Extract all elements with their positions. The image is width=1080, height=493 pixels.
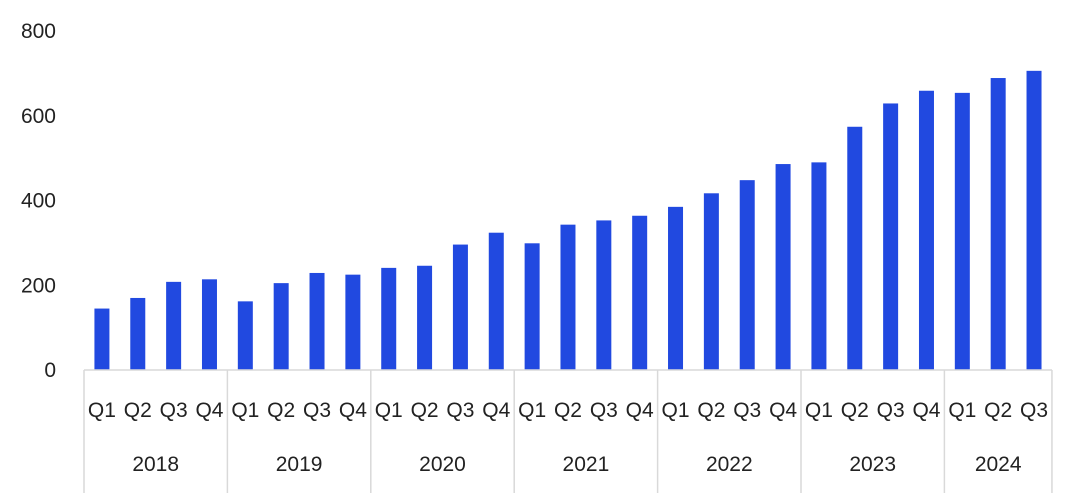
year-label: 2022 [706,453,753,476]
y-tick-label: 800 [21,20,56,43]
quarter-label: Q4 [912,399,940,422]
quarter-label: Q2 [411,399,439,422]
year-label: 2024 [975,453,1022,476]
bar-2023-q3 [883,103,899,371]
bar-2023-q4 [918,90,934,370]
quarter-label: Q1 [231,399,259,422]
bar-2020-q4 [488,232,504,370]
bar-2019-q3 [309,272,325,370]
year-label: 2020 [419,453,466,476]
quarter-label: Q1 [375,399,403,422]
quarter-label: Q3 [303,399,331,422]
quarter-label: Q3 [1020,399,1048,422]
quarter-label: Q4 [195,399,223,422]
quarter-label: Q2 [697,399,725,422]
bar-2020-q3 [452,244,468,370]
bar-2018-q2 [130,297,146,370]
quarter-label: Q4 [339,399,367,422]
bar-2022-q3 [739,180,755,370]
bar-2024-q1 [954,92,970,371]
quarter-label: Q3 [733,399,761,422]
quarter-label: Q2 [984,399,1012,422]
bar-2018-q4 [201,279,217,370]
bar-2023-q1 [811,162,827,370]
bar-2021-q4 [632,215,648,370]
quarter-label: Q2 [267,399,295,422]
quarter-label: Q1 [518,399,546,422]
bar-2021-q3 [596,220,612,370]
quarter-label: Q3 [160,399,188,422]
year-label: 2018 [132,453,179,476]
quarter-label: Q1 [88,399,116,422]
bar-2024-q3 [1026,70,1042,371]
bar-2019-q4 [345,274,361,370]
year-label: 2021 [563,453,610,476]
quarter-label: Q1 [662,399,690,422]
bar-2019-q1 [237,301,253,370]
bar-2019-q2 [273,283,289,370]
bar-2021-q1 [524,243,540,370]
quarter-label: Q3 [590,399,618,422]
quarter-label: Q4 [482,399,510,422]
bar-2020-q2 [417,265,433,370]
year-label: 2019 [276,453,323,476]
bar-2021-q2 [560,224,576,370]
quarter-label: Q2 [841,399,869,422]
x-axis: Q1 Q2 Q3 Q4 2018 Q1 Q2 Q3 Q4 2019 Q1 Q2 Q3 Q4 2020 Q1 Q2… [83,369,1053,493]
bar-2023-q2 [847,126,863,370]
y-tick-label: 400 [21,190,56,213]
bars [94,70,1042,371]
y-axis: 0 200 400 600 800 [21,20,56,382]
bar-2022-q1 [668,206,684,370]
bar-2022-q4 [775,164,791,370]
quarter-label: Q4 [769,399,797,422]
quarter-label: Q1 [805,399,833,422]
quarter-label: Q3 [446,399,474,422]
bar-2018-q1 [94,308,110,370]
year-label: 2023 [849,453,896,476]
quarter-label: Q4 [626,399,654,422]
bar-2022-q2 [703,193,719,370]
bar-2018-q3 [166,281,182,370]
y-tick-label: 0 [44,359,56,382]
quarter-label: Q3 [877,399,905,422]
bar-2024-q2 [990,78,1006,370]
quarter-label: Q2 [554,399,582,422]
quarter-label: Q1 [948,399,976,422]
bar-2020-q1 [381,267,397,370]
quarter-label: Q2 [124,399,152,422]
y-tick-label: 600 [21,105,56,128]
y-tick-label: 200 [21,274,56,297]
